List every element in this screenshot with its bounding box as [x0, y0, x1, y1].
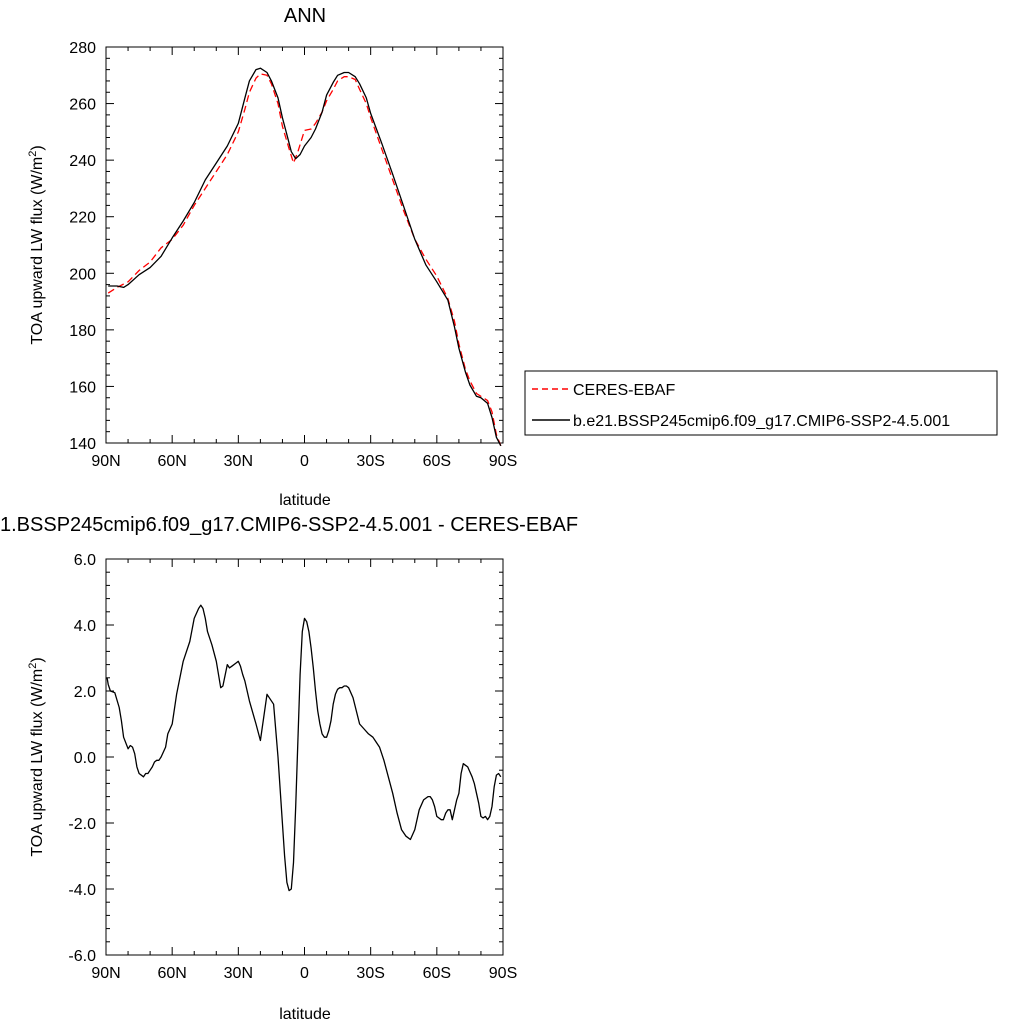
y-axis-label-main: TOA upward LW flux (W/m: [29, 157, 46, 345]
y-tick-label: -2.0: [68, 816, 96, 833]
series-group: [106, 604, 502, 892]
tick-labels: 90N 60N 30N 0 30S 60S 90S -6.0 -4.0 -2.0 0.0 2.0 4.0…: [68, 552, 517, 982]
tick-marks: [105, 46, 504, 444]
series-line-ceres-ebaf: [107, 73, 502, 447]
x-tick-label: 0: [300, 965, 309, 982]
difference-title: 1.BSSP245cmip6.f09_g17.CMIP6-SSP2-4.5.00…: [0, 514, 578, 536]
plot-frame: [105, 558, 504, 956]
y-tick-label: 260: [69, 97, 96, 114]
x-tick-label: 90N: [91, 965, 120, 982]
chart-title: ANN: [284, 5, 326, 27]
y-axis-label-superscript: 2: [27, 151, 39, 157]
x-tick-label: 30S: [356, 965, 384, 982]
y-tick-label: 6.0: [74, 552, 96, 569]
series-group: [107, 67, 502, 447]
x-tick-label: 60S: [423, 965, 451, 982]
legend: CERES-EBAF b.e21.BSSP245cmip6.f09_g17.CM…: [524, 370, 998, 436]
x-tick-label: 60N: [157, 453, 186, 470]
x-tick-label: 90S: [489, 453, 517, 470]
y-axis-label: TOA upward LW flux (W/m2): [27, 657, 46, 856]
plot-frame: [105, 46, 504, 444]
series-line-model: [108, 67, 502, 447]
x-tick-label: 60S: [423, 453, 451, 470]
x-tick-label: 60N: [157, 965, 186, 982]
y-axis-label-superscript: 2: [27, 663, 39, 669]
y-axis-label-main: TOA upward LW flux (W/m: [29, 669, 46, 857]
x-tick-label: 30N: [224, 965, 253, 982]
upper-panel: ANN 90N 60N 30N 0 30S 60S 90S 140 160 180 200 220 24…: [27, 5, 998, 509]
lower-panel: 1.BSSP245cmip6.f09_g17.CMIP6-SSP2-4.5.00…: [0, 514, 578, 1023]
x-tick-label: 30S: [356, 453, 384, 470]
y-axis-label-close: ): [29, 657, 46, 662]
x-axis-label: latitude: [279, 1006, 331, 1023]
y-tick-label: -6.0: [68, 948, 96, 965]
y-axis-label: TOA upward LW flux (W/m2): [27, 145, 46, 344]
legend-label-ceres: CERES-EBAF: [573, 382, 675, 399]
y-tick-label: 220: [69, 210, 96, 227]
y-tick-label: 140: [69, 436, 96, 453]
y-tick-label: -4.0: [68, 882, 96, 899]
y-tick-label: 2.0: [74, 684, 96, 701]
x-tick-label: 30N: [224, 453, 253, 470]
y-tick-label: 160: [69, 379, 96, 396]
y-tick-label: 180: [69, 323, 96, 340]
x-tick-label: 90N: [91, 453, 120, 470]
y-tick-label: 200: [69, 266, 96, 283]
y-tick-label: 0.0: [74, 750, 96, 767]
tick-labels: 90N 60N 30N 0 30S 60S 90S 140 160 180 200 220 240 260…: [69, 40, 517, 470]
x-tick-label: 0: [300, 453, 309, 470]
legend-label-model: b.e21.BSSP245cmip6.f09_g17.CMIP6-SSP2-4.…: [573, 413, 950, 430]
x-axis-label: latitude: [279, 492, 331, 509]
y-axis-label-close: ): [29, 145, 46, 150]
y-tick-label: 240: [69, 153, 96, 170]
y-tick-label: 4.0: [74, 618, 96, 635]
y-tick-label: 280: [69, 40, 96, 57]
legend-frame: [524, 370, 998, 436]
series-line-difference: [106, 604, 502, 892]
x-tick-label: 90S: [489, 965, 517, 982]
